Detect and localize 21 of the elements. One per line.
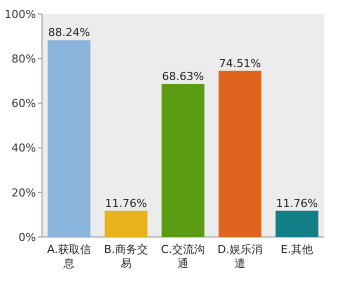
bar (48, 40, 90, 237)
y-tick-label: 60% (12, 97, 36, 110)
data-label: 68.63% (162, 70, 204, 83)
bar (104, 210, 148, 237)
x-tick-label: B.商务交易 (104, 243, 148, 270)
x-tick-label: D.娱乐消遣 (217, 243, 262, 270)
data-label: 11.76% (105, 196, 148, 210)
y-tick-label: 80% (12, 52, 36, 66)
y-tick-label: 20% (12, 186, 36, 200)
y-tick-label: 100% (4, 8, 36, 21)
y-tick-label: 0% (18, 230, 36, 244)
y-tick-label: 40% (12, 142, 36, 155)
x-tick-label: E.其他 (280, 243, 314, 256)
x-tick-label: A.获取信息 (47, 243, 91, 270)
data-label: 74.51% (218, 56, 261, 70)
data-label: 88.24% (48, 26, 90, 40)
bar (218, 70, 262, 237)
bar (276, 210, 318, 237)
data-label: 11.76% (276, 196, 318, 210)
bar (162, 84, 204, 237)
x-tick-label: C.交流沟通 (160, 243, 206, 270)
